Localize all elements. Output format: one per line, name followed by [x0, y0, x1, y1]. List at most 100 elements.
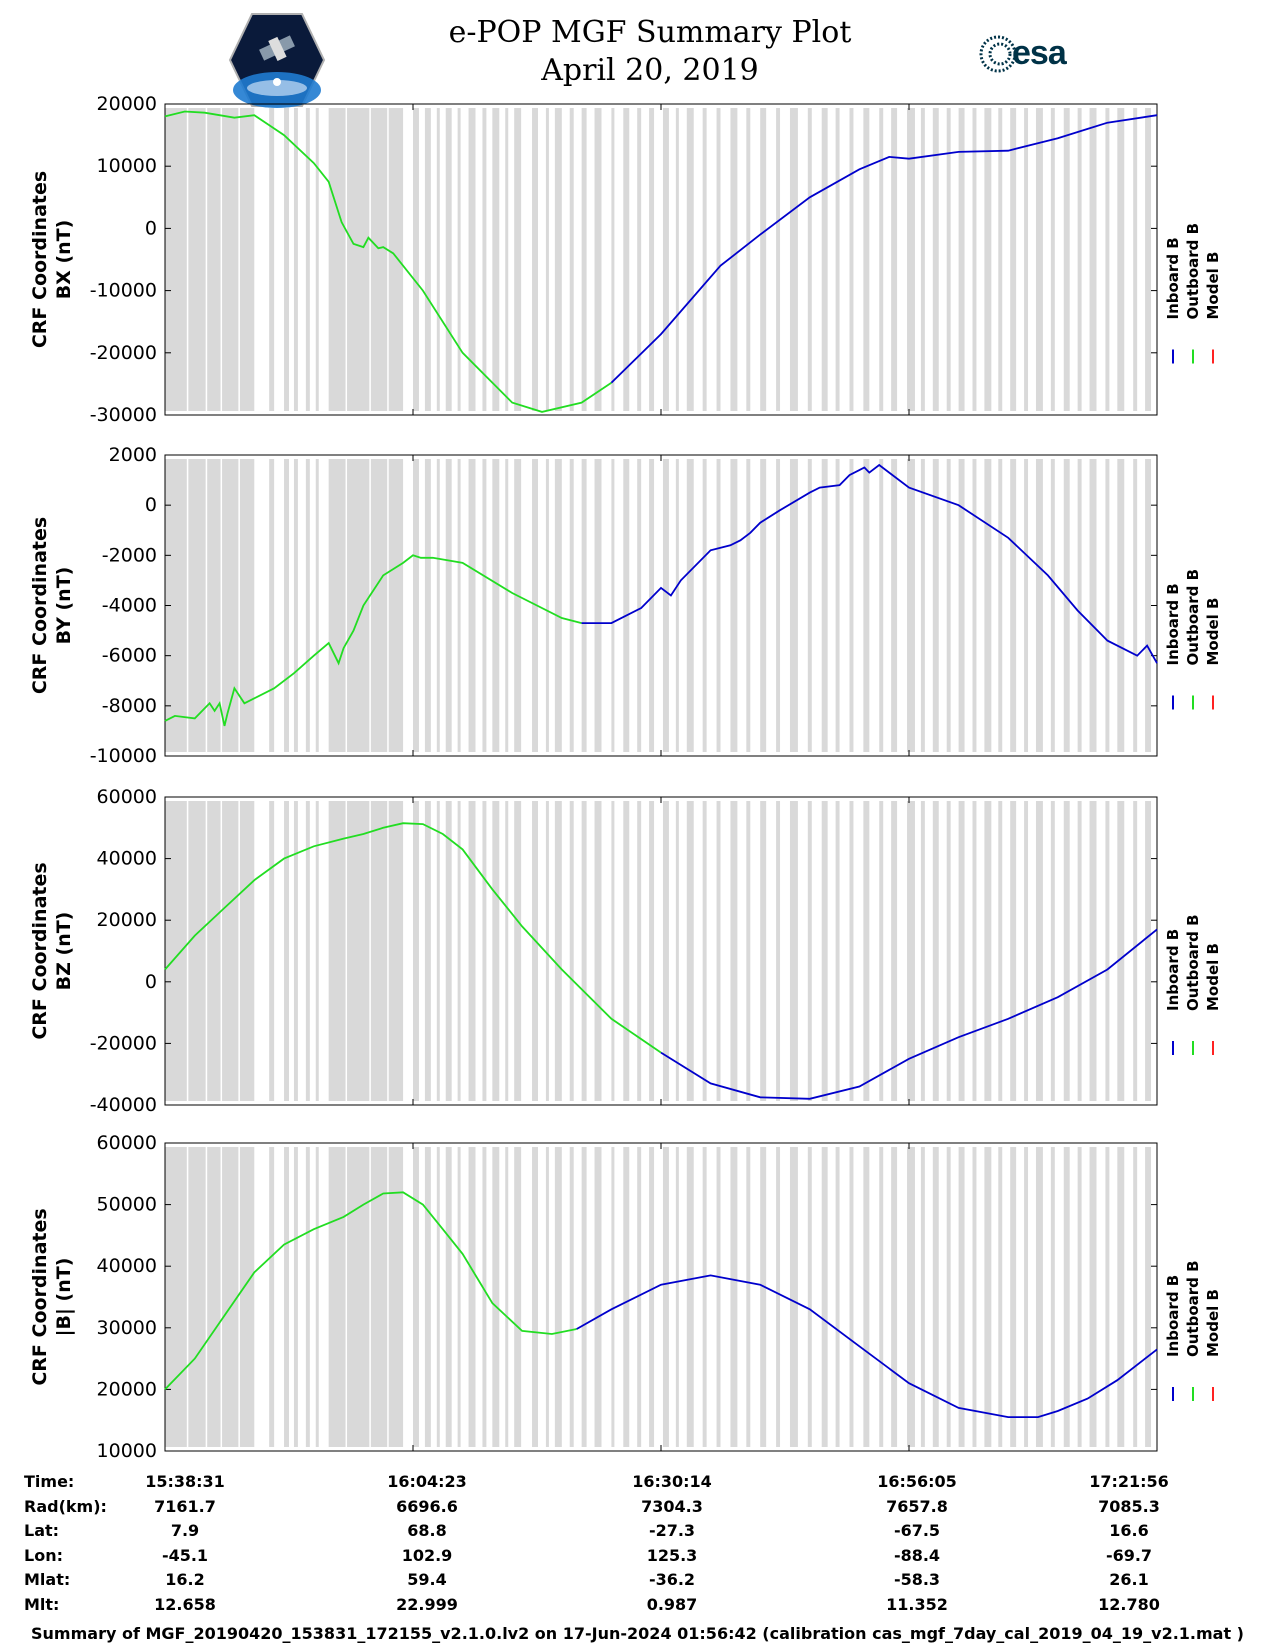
gap-band: [863, 1147, 870, 1447]
info-row-label: Time:: [24, 1472, 75, 1491]
gap-band: [776, 459, 781, 752]
gap-band: [946, 459, 951, 752]
plot-frame: [164, 454, 1158, 757]
gap-band: [776, 108, 781, 411]
gap-band: [637, 1147, 642, 1447]
gap-divider: [369, 459, 371, 752]
info-cell: 125.3: [646, 1545, 698, 1565]
info-row-label: Mlat:: [24, 1570, 71, 1589]
gap-band: [492, 459, 500, 752]
gap-divider: [369, 1147, 371, 1447]
gap-band: [468, 1147, 476, 1447]
cassiope-logo: [228, 12, 326, 108]
gap-band: [305, 459, 310, 752]
gap-band: [514, 1147, 522, 1447]
gap-band: [165, 1147, 255, 1447]
gap-band: [269, 108, 275, 411]
gap-band: [468, 459, 476, 752]
gap-band: [623, 108, 630, 411]
gap-band: [457, 1147, 461, 1447]
plot-title: e-POP MGF Summary Plot April 20, 2019: [380, 14, 920, 90]
gap-band: [730, 801, 738, 1101]
info-cell: 6696.6: [396, 1496, 458, 1516]
gap-band: [505, 108, 509, 411]
gap-band: [284, 1147, 289, 1447]
gap-band: [1010, 1147, 1017, 1447]
info-cell: -45.1: [161, 1545, 209, 1565]
gap-band: [730, 108, 738, 411]
gap-band: [1089, 108, 1097, 411]
gap-band: [835, 801, 840, 1101]
gap-band: [611, 801, 615, 1101]
y-tick-label: -8000: [102, 695, 157, 717]
gap-band: [436, 108, 440, 411]
y-tick-label: 60000: [97, 786, 157, 808]
gap-band: [920, 1147, 925, 1447]
y-tick-label: 0: [145, 494, 157, 516]
gap-band: [932, 459, 939, 752]
gap-band: [594, 459, 602, 752]
gap-band: [1145, 108, 1152, 411]
gap-divider: [387, 108, 389, 411]
gap-band: [972, 108, 977, 411]
gap-band: [293, 1147, 298, 1447]
gap-band: [165, 801, 255, 1101]
series-inboard-b: [581, 463, 1158, 664]
gap-band: [315, 108, 319, 411]
gap-band: [984, 108, 992, 411]
gap-band: [413, 108, 419, 411]
gap-band: [424, 801, 431, 1101]
data-gap-shading: [165, 459, 1152, 752]
gap-band: [891, 1147, 898, 1447]
legend-label: Inboard B: [1164, 929, 1182, 1011]
info-cell: 12.780: [1098, 1594, 1160, 1614]
legend: Inboard B Outboard B Model B: [1164, 223, 1222, 364]
gap-divider: [186, 459, 189, 752]
gap-band: [594, 801, 602, 1101]
chart-panel-2: 2000 0 -2000 -4000 -6000 -8000 -10000 CRF Coord…: [29, 444, 1222, 767]
gap-divider: [387, 1147, 389, 1447]
gap-band: [1024, 1147, 1029, 1447]
info-cell: 17:21:56: [1089, 1472, 1169, 1491]
gap-divider: [387, 801, 389, 1101]
gap-band: [789, 1147, 798, 1447]
info-row-label: Rad(km):: [24, 1496, 107, 1516]
gap-divider: [220, 801, 223, 1101]
gap-band: [932, 1147, 939, 1447]
gap-band: [581, 801, 587, 1101]
gap-band: [1133, 459, 1138, 752]
legend-label: Inboard B: [1164, 583, 1182, 665]
gap-band: [730, 1147, 738, 1447]
gap-band: [492, 108, 500, 411]
gap-band: [505, 1147, 509, 1447]
y-tick-label: -20000: [90, 1032, 157, 1054]
gap-band: [760, 1147, 767, 1447]
gap-band: [821, 459, 828, 752]
info-cell: 16:56:05: [877, 1472, 957, 1491]
gap-band: [891, 459, 898, 752]
gap-band: [328, 459, 404, 752]
gap-divider: [369, 108, 371, 411]
gap-divider: [238, 1147, 240, 1447]
y-tick-label: -4000: [102, 595, 157, 617]
gap-band: [468, 801, 476, 1101]
gap-band: [716, 108, 721, 411]
gap-band: [315, 459, 319, 752]
gap-band: [413, 1147, 419, 1447]
gap-band: [998, 801, 1003, 1101]
legend: Inboard B Outboard B Model B: [1164, 1260, 1222, 1401]
gap-band: [776, 801, 781, 1101]
esa-wordmark: esa: [1012, 34, 1067, 72]
y-axis-label: CRF Coordinates BX (nT): [29, 171, 75, 348]
gap-band: [879, 801, 884, 1101]
gap-band: [958, 108, 965, 411]
legend-label: Model B: [1204, 1289, 1222, 1357]
gap-band: [623, 801, 630, 1101]
info-row-label: Mlt:: [24, 1594, 60, 1614]
gap-band: [702, 108, 707, 411]
gap-band: [468, 108, 476, 411]
gap-band: [946, 1147, 951, 1447]
gap-band: [482, 459, 487, 752]
gap-divider: [220, 108, 223, 411]
info-cell: 7.9: [170, 1521, 200, 1540]
